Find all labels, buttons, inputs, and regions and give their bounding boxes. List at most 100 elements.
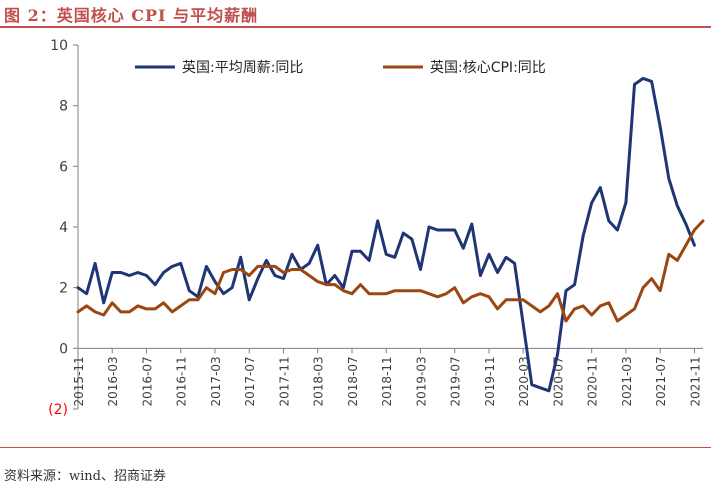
data-point [316,280,319,283]
data-point [402,289,405,292]
data-point [145,307,148,311]
data-point [273,274,277,277]
data-point [684,244,688,247]
data-point [119,271,123,274]
data-point [659,289,662,292]
data-point [487,253,491,256]
x-tick-label: 2016-11 [175,356,189,406]
x-tick-label: 2020-07 [551,356,565,406]
data-point [650,277,653,280]
data-point [573,283,576,286]
data-point [539,310,542,314]
data-point [145,274,148,277]
data-point [359,250,362,253]
data-point [445,228,448,232]
data-point [427,292,431,295]
data-point [419,289,422,292]
data-point [128,310,131,314]
data-point [385,292,388,295]
data-point [427,225,431,229]
data-point [111,301,114,304]
data-point [256,265,259,268]
data-point [641,77,645,80]
y-tick-label: (2) [48,402,68,418]
data-point [93,310,97,314]
data-point [136,304,140,308]
data-point [333,283,336,286]
x-tick-label: 2017-11 [277,356,291,406]
data-point [342,289,345,292]
series-line-2 [76,219,705,323]
data-point [633,307,636,311]
data-point [248,274,251,277]
data-point [213,292,217,295]
data-point [573,307,576,311]
data-point [462,247,465,250]
legend-label-2: 英国:核心CPI:同比 [430,59,546,76]
data-point [581,234,585,238]
data-point [290,253,294,256]
data-point [376,292,379,295]
data-point [385,253,388,256]
data-point [701,219,705,223]
data-point [479,274,482,277]
data-point [93,262,97,265]
legend-label-1: 英国:平均周薪:同比 [182,59,303,76]
data-point [419,268,422,271]
y-tick-label: 8 [59,99,68,115]
data-point [205,265,208,268]
data-point [504,298,508,301]
data-point [393,256,396,259]
data-point [496,271,499,274]
data-point [273,265,277,268]
x-tick-label: 2021-03 [620,356,634,406]
data-point [76,286,80,289]
data-point [581,304,585,308]
data-point [256,277,259,280]
data-point [239,268,242,271]
data-point [222,292,225,295]
x-tick-label: 2017-07 [243,356,257,406]
data-point [265,259,268,262]
y-tick-label: 0 [59,341,68,357]
data-point [196,298,200,301]
x-tick-label: 2019-07 [449,356,463,406]
line-chart: 10 8 6 4 2 0 (2) 2015-11 2016-03 2016-07 2016-11 20… [48,38,705,418]
data-point [188,298,191,301]
x-tick-label: 2018-03 [312,356,326,406]
data-point [359,283,362,286]
data-point [453,286,456,289]
data-point [522,322,525,326]
data-point [350,250,354,253]
data-point [171,310,174,314]
data-point [367,259,371,262]
data-point [171,265,174,268]
data-point [556,353,559,356]
data-point [650,80,653,83]
data-point [599,304,602,308]
data-point [290,268,294,271]
data-point [308,262,311,265]
data-point [188,289,191,292]
data-point [624,201,628,204]
data-point [248,298,251,301]
x-tick-label: 2020-11 [586,356,600,406]
data-point [265,265,268,268]
data-point [564,289,568,292]
data-point [487,295,491,298]
data-point [624,313,628,317]
data-point [410,289,414,292]
x-tick-label: 2015-11 [72,356,86,406]
data-point [393,289,396,292]
data-point [522,298,525,301]
data-point [308,274,311,277]
data-point [633,83,636,86]
y-tick-label: 10 [50,38,68,54]
data-point [282,271,285,274]
data-point [213,280,217,283]
data-point [607,219,610,223]
chart-title: 图 2：英国核心 CPI 与平均薪酬 [4,6,259,25]
data-point [616,319,619,323]
data-point [102,313,105,317]
data-point [76,310,80,314]
